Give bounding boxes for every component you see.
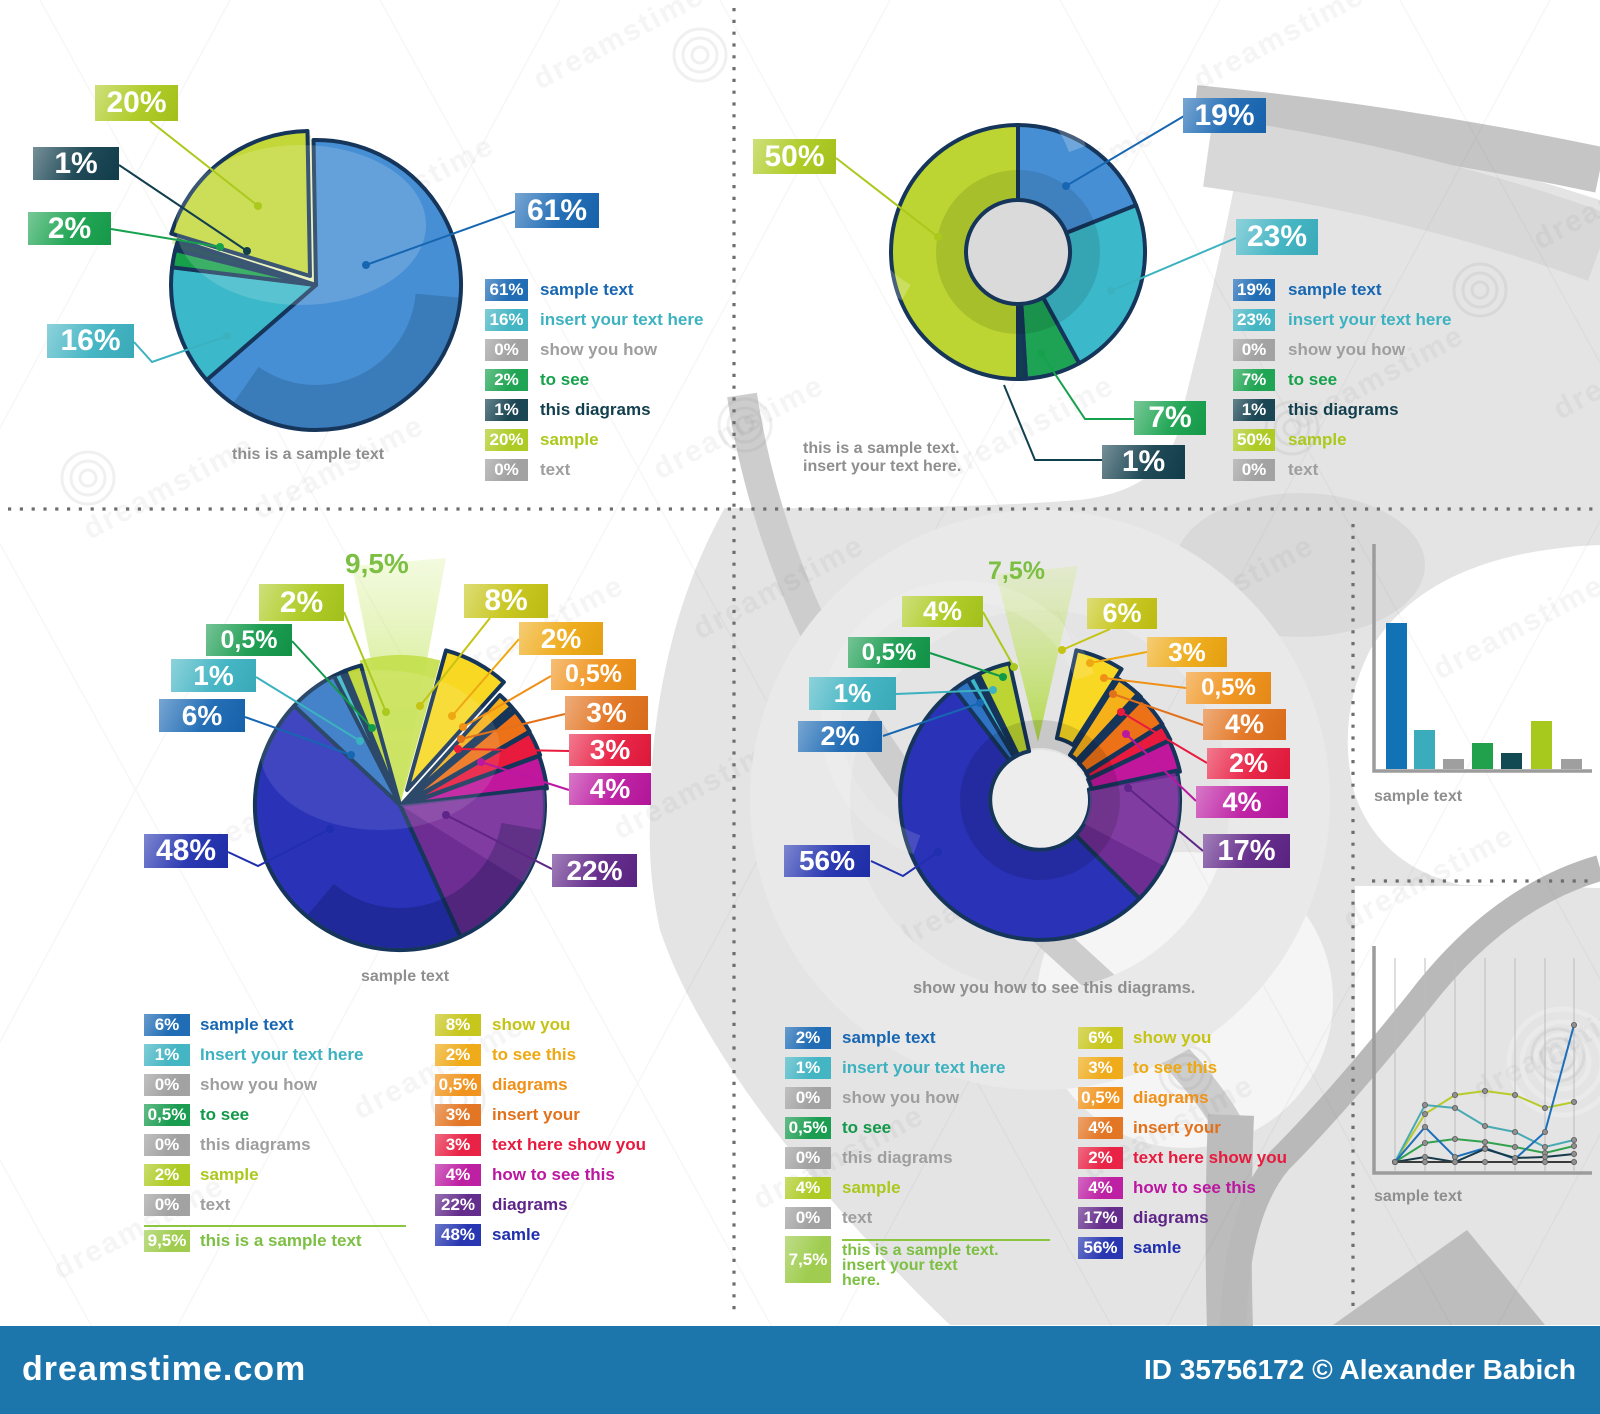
svg-text:dreamstime: dreamstime [528, 0, 710, 96]
